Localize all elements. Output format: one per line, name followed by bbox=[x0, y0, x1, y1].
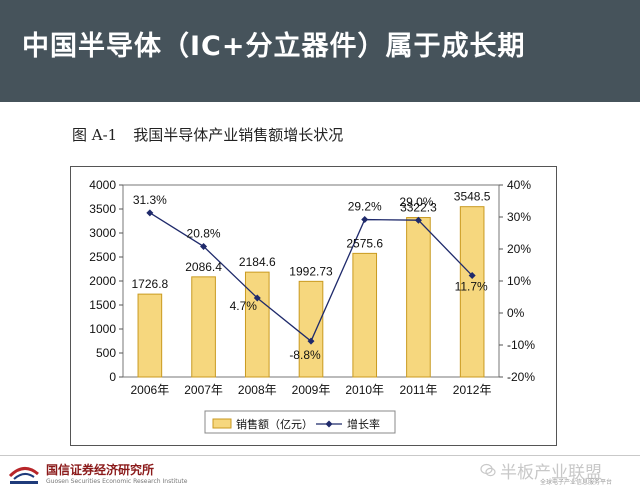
bar bbox=[191, 276, 216, 378]
x-tick-label: 2011年 bbox=[400, 383, 438, 397]
bar-value-label: 2575.6 bbox=[346, 236, 383, 250]
y-right-tick-label: 0% bbox=[507, 306, 525, 320]
y-left-tick-label: 1500 bbox=[89, 298, 116, 312]
bar bbox=[137, 293, 163, 378]
x-tick-label: 2006年 bbox=[131, 383, 170, 397]
bar-value-label: 3548.5 bbox=[454, 190, 491, 204]
x-tick-label: 2007年 bbox=[184, 383, 223, 397]
y-right-tick-label: -10% bbox=[507, 338, 535, 352]
bar-value-label: 1992.73 bbox=[289, 264, 333, 278]
y-left-tick-label: 2000 bbox=[89, 274, 116, 288]
y-right-tick-label: 10% bbox=[507, 274, 531, 288]
y-left-tick-label: 3000 bbox=[89, 226, 116, 240]
legend-line-label: 增长率 bbox=[347, 417, 380, 431]
slide-title: 中国半导体（IC+分立器件）属于成长期 bbox=[22, 31, 526, 62]
y-left-tick-label: 2500 bbox=[89, 250, 116, 264]
org-subtitle: Guosen Securities Economic Research Inst… bbox=[46, 478, 188, 485]
chart-frame: 0 500 1000 1500 2000 2500 3000 3500 4000 -20% -10%… bbox=[70, 166, 557, 446]
y-right-tick-label: -20% bbox=[507, 370, 535, 384]
watermark-subtitle: 全球电子产业信息服务平台 bbox=[540, 479, 613, 486]
bar-value-label: 3322.3 bbox=[400, 201, 437, 215]
wechat-icon bbox=[480, 463, 496, 477]
bar bbox=[298, 280, 324, 378]
growth-value-label: 29.2% bbox=[348, 200, 382, 214]
y-left-tick-label: 4000 bbox=[89, 178, 116, 192]
figure-caption-text: 我国半导体产业销售额增长状况 bbox=[133, 126, 344, 144]
growth-point bbox=[414, 216, 422, 224]
bar bbox=[352, 252, 378, 378]
x-tick-label: 2012年 bbox=[453, 383, 492, 397]
y-left-tick-label: 500 bbox=[96, 346, 116, 360]
watermark-text: 半板产业联盟 bbox=[500, 463, 602, 483]
legend-line-marker bbox=[325, 420, 333, 428]
growth-point bbox=[468, 272, 476, 280]
growth-value-label: 20.8% bbox=[187, 226, 221, 240]
y-right-tick-label: 40% bbox=[507, 178, 531, 192]
x-tick-label: 2008年 bbox=[238, 383, 277, 397]
org-name: 国信证券经济研究所 bbox=[46, 463, 155, 477]
legend-bar-label: 销售额（亿元） bbox=[236, 417, 313, 431]
bar-value-label: 1726.8 bbox=[132, 277, 169, 291]
y-left-tick-label: 0 bbox=[109, 370, 116, 384]
combo-chart: 0 500 1000 1500 2000 2500 3000 3500 4000 -20% -10%… bbox=[89, 178, 535, 434]
footer-divider bbox=[0, 455, 640, 456]
growth-point bbox=[253, 294, 261, 302]
x-tick-label: 2009年 bbox=[292, 383, 331, 397]
bar-value-label: 2086.4 bbox=[185, 260, 222, 274]
growth-point bbox=[361, 216, 369, 224]
growth-point bbox=[200, 242, 208, 250]
x-tick-label: 2010年 bbox=[345, 383, 384, 397]
growth-value-label: 31.3% bbox=[133, 193, 167, 207]
growth-point bbox=[307, 337, 315, 345]
bar bbox=[459, 206, 485, 378]
growth-point bbox=[146, 209, 154, 217]
figure-caption: 图 A-1 我国半导体产业销售额增长状况 bbox=[72, 124, 343, 145]
growth-value-label: 29.0% bbox=[399, 195, 433, 209]
y-left-tick-label: 1000 bbox=[89, 322, 116, 336]
guosen-logo-icon bbox=[8, 467, 39, 484]
bar-value-label: 2184.6 bbox=[239, 255, 276, 269]
y-right-tick-label: 20% bbox=[507, 242, 531, 256]
y-left-tick-label: 3500 bbox=[89, 202, 116, 216]
bar bbox=[406, 217, 431, 378]
legend-box bbox=[204, 410, 396, 434]
bar bbox=[244, 271, 270, 378]
legend-bar-swatch bbox=[212, 418, 232, 429]
growth-value-label: -8.8% bbox=[289, 348, 321, 362]
figure-number: 图 A-1 bbox=[72, 126, 118, 144]
growth-value-label: 11.7% bbox=[455, 280, 488, 294]
y-right-tick-label: 30% bbox=[507, 210, 531, 224]
title-bar: 中国半导体（IC+分立器件）属于成长期 bbox=[0, 0, 640, 102]
growth-value-label: 4.7% bbox=[230, 299, 258, 313]
